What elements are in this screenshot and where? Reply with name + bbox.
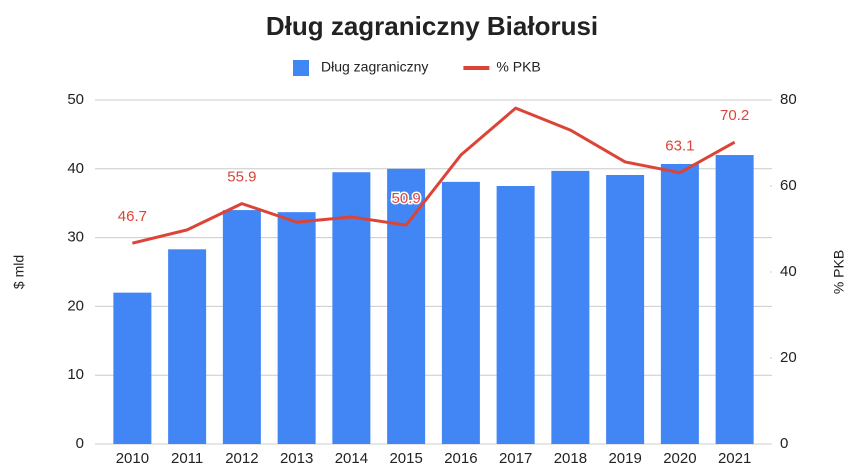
bar [715, 155, 754, 445]
x-tick-label: 2013 [280, 450, 313, 465]
x-tick-label: 2016 [444, 450, 477, 465]
bar [551, 170, 590, 444]
chart-title: Dług zagraniczny Białorusi [266, 11, 598, 41]
x-tick-label: 2014 [335, 450, 368, 465]
y-tick-label: 20 [67, 297, 84, 314]
bar [441, 181, 480, 444]
value-label: 63.1 [665, 138, 694, 155]
x-tick-label: 2020 [663, 450, 696, 465]
legend-swatch [293, 60, 309, 76]
bar [332, 172, 371, 445]
y2-axis-title: % PKB [831, 250, 847, 294]
value-label: 46.7 [118, 208, 147, 225]
bar [277, 212, 316, 444]
x-tick-label: 2011 [171, 450, 203, 465]
bar [660, 163, 699, 444]
value-label: 50.9 [392, 190, 421, 207]
bar [222, 210, 261, 444]
bar [113, 292, 152, 444]
y2-tick-label: 0 [780, 435, 788, 452]
bar [387, 168, 426, 445]
x-tick-label: 2015 [389, 450, 422, 465]
line [132, 106, 736, 245]
x-tick-label: 2017 [499, 450, 532, 465]
y-tick-label: 0 [76, 435, 84, 452]
x-tick-label: 2018 [554, 450, 587, 465]
value-label: 70.2 [720, 107, 749, 124]
bar [606, 174, 645, 444]
y-tick-label: 30 [67, 229, 84, 246]
bar [496, 186, 535, 444]
y-tick-label: 10 [67, 366, 84, 383]
x-tick-label: 2021 [718, 450, 751, 465]
y2-tick-label: 40 [780, 263, 797, 280]
y2-tick-label: 80 [780, 91, 797, 108]
bar [168, 249, 207, 444]
y2-tick-label: 60 [780, 177, 797, 194]
y-axis-title: $ mld [11, 255, 27, 289]
x-tick-label: 2012 [225, 450, 258, 465]
x-tick-label: 2010 [116, 450, 149, 465]
value-label: 55.9 [227, 169, 256, 186]
legend-label: % PKB [496, 59, 540, 75]
x-tick-label: 2019 [608, 450, 641, 465]
y2-tick-label: 20 [780, 349, 797, 366]
legend-label: Dług zagraniczny [321, 59, 428, 75]
y-tick-label: 50 [67, 91, 84, 108]
y-tick-label: 40 [67, 160, 84, 177]
